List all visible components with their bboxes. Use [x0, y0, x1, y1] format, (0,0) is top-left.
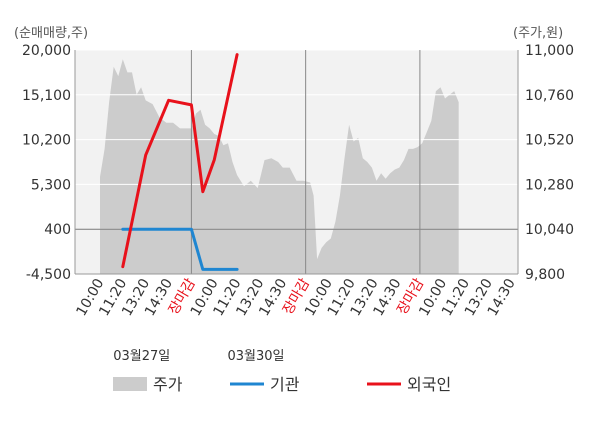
right-tick-label: 10,520: [525, 133, 574, 149]
right-tick-label: 11,000: [525, 43, 574, 59]
left-tick-label: 20,000: [22, 43, 71, 59]
right-tick-label: 10,760: [525, 88, 574, 104]
legend-label: 외국인: [407, 375, 451, 394]
institution-line: [121, 227, 239, 271]
price-area: [100, 59, 459, 274]
x-axis-ticks: 10:0011:2013:2014:30장마감10:0011:2013:2014…: [73, 276, 518, 319]
left-tick-label: -4,500: [26, 267, 71, 283]
right-tick-label: 9,800: [525, 267, 565, 283]
left-tick-label: 10,200: [22, 133, 71, 149]
legend-swatch-price: [113, 377, 147, 391]
legend-label: 기관: [270, 375, 300, 394]
right-tick-label: 10,280: [525, 177, 574, 193]
date-labels: 03월27일 03월30일: [113, 349, 284, 364]
date-label: 03월27일: [113, 349, 170, 364]
legend-label: 주가: [153, 375, 183, 394]
price-area-layer: [100, 59, 459, 274]
left-unit-label: (순매매량,주): [14, 26, 88, 41]
date-label: 03월30일: [227, 349, 284, 364]
right-unit-label: (주가,원): [513, 26, 563, 41]
left-tick-label: 400: [44, 222, 71, 238]
right-tick-label: 10,040: [525, 222, 574, 238]
right-axis-ticks: 11,000 10,760 10,520 10,280 10,040 9,800: [525, 43, 574, 283]
left-axis-ticks: 20,000 15,100 10,200 5,300 400 -4,500: [22, 43, 71, 283]
legend: 주가 기관 외국인: [113, 375, 451, 394]
left-tick-label: 15,100: [22, 88, 71, 104]
foreigner-line: [121, 53, 239, 269]
left-tick-label: 5,300: [31, 177, 71, 193]
lines-layer: [121, 53, 239, 271]
